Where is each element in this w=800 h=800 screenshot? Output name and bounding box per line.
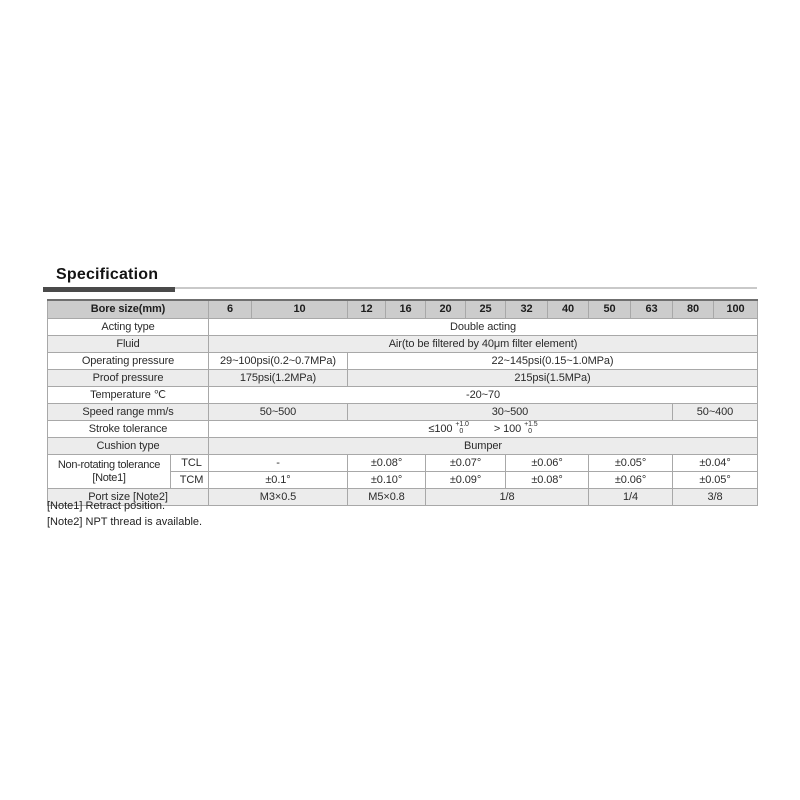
port-size-row: Port size [Note2] M3×0.5 M5×0.8 1/8 1/4 … — [47, 488, 758, 506]
tcl-value-80-100: ±0.04° — [672, 454, 758, 472]
non-rotating-label-line2: [Note1] — [92, 471, 126, 484]
speed-range-small-bore: 50~500 — [208, 403, 348, 421]
bore-column-16: 16 — [385, 299, 426, 319]
operating-pressure-small-bore: 29~100psi(0.2~0.7MPa) — [208, 352, 348, 370]
speed-range-large-bore: 50~400 — [672, 403, 758, 421]
port-size-12-16: M5×0.8 — [347, 488, 426, 506]
stroke-le-tolerance-stack: +1.0 0 — [455, 421, 469, 436]
acting-type-value: Double acting — [208, 318, 758, 336]
cushion-type-value: Bumper — [208, 437, 758, 455]
stroke-gt-text: > 100 — [493, 422, 522, 435]
bore-column-12: 12 — [347, 299, 386, 319]
non-rotating-label-line1: Non-rotating tolerance — [57, 458, 161, 471]
stroke-tolerance-gt: > 100 +1.5 0 — [494, 422, 538, 436]
stroke-tolerance-value: ≤100 +1.0 0 > 100 +1.5 0 — [208, 420, 758, 438]
proof-pressure-large-bore: 215psi(1.5MPa) — [347, 369, 758, 387]
tcl-value-12-16: ±0.08° — [347, 454, 426, 472]
stroke-tolerance-label: Stroke tolerance — [47, 420, 209, 438]
stroke-gt-sub: 0 — [528, 428, 532, 435]
title-underline-bar — [43, 287, 175, 292]
tcl-value-20-25: ±0.07° — [425, 454, 506, 472]
tcm-value-32-40: ±0.08° — [505, 471, 589, 489]
proof-pressure-row: Proof pressure 175psi(1.2MPa) 215psi(1.5… — [47, 369, 758, 387]
bore-column-32: 32 — [505, 299, 548, 319]
temperature-label: Temperature ℃ — [47, 386, 209, 404]
bore-column-10: 10 — [251, 299, 348, 319]
tcl-sublabel: TCL — [170, 454, 209, 472]
footnotes: [Note1] Retract position. [Note2] NPT th… — [47, 499, 202, 530]
stroke-le-sub: 0 — [459, 428, 464, 435]
port-size-20-40: 1/8 — [425, 488, 589, 506]
speed-range-label: Speed range mm/s — [47, 403, 209, 421]
bore-column-40: 40 — [547, 299, 589, 319]
tcm-sublabel: TCM — [170, 471, 209, 489]
proof-pressure-small-bore: 175psi(1.2MPa) — [208, 369, 348, 387]
acting-type-row: Acting type Double acting — [47, 318, 758, 336]
table-header-row: Bore size(mm) 6 10 12 16 20 25 32 40 50 … — [47, 299, 758, 319]
stroke-tolerance-le: ≤100 +1.0 0 — [428, 421, 469, 436]
temperature-value: -20~70 — [208, 386, 758, 404]
stroke-gt-sup: +1.5 — [524, 421, 538, 429]
operating-pressure-large-bore: 22~145psi(0.15~1.0MPa) — [347, 352, 758, 370]
port-size-80-100: 3/8 — [672, 488, 758, 506]
port-size-6-10: M3×0.5 — [208, 488, 348, 506]
tcm-value-12-16: ±0.10° — [347, 471, 426, 489]
fluid-value: Air(to be filtered by 40μm filter elemen… — [208, 335, 758, 353]
tcm-value-80-100: ±0.05° — [672, 471, 758, 489]
proof-pressure-label: Proof pressure — [47, 369, 209, 387]
bore-column-6: 6 — [208, 299, 252, 319]
port-size-50-63: 1/4 — [588, 488, 673, 506]
acting-type-label: Acting type — [47, 318, 209, 336]
non-rotating-tcl-row: Non-rotating tolerance [Note1] TCL - ±0.… — [47, 454, 758, 489]
stroke-le-sup: +1.0 — [455, 421, 469, 429]
fluid-row: Fluid Air(to be filtered by 40μm filter … — [47, 335, 758, 353]
footnote-2: [Note2] NPT thread is available. — [47, 515, 203, 528]
bore-column-20: 20 — [425, 299, 466, 319]
tcm-value-20-25: ±0.09° — [425, 471, 506, 489]
fluid-label: Fluid — [47, 335, 209, 353]
specification-table: Bore size(mm) 6 10 12 16 20 25 32 40 50 … — [47, 299, 758, 506]
cushion-type-label: Cushion type — [47, 437, 209, 455]
bore-column-63: 63 — [630, 299, 673, 319]
bore-column-80: 80 — [672, 299, 714, 319]
tcl-value-32-40: ±0.06° — [505, 454, 589, 472]
stroke-tolerance-row: Stroke tolerance ≤100 +1.0 0 > 100 +1.5 … — [47, 420, 758, 438]
tcm-value-6-10: ±0.1° — [208, 471, 348, 489]
stroke-gt-tolerance-stack: +1.5 0 — [524, 421, 538, 436]
title-underline — [43, 287, 757, 293]
page-title: Specification — [56, 266, 159, 283]
non-rotating-tcm-row: TCM ±0.1° ±0.10° ±0.09° ±0.08° ±0.06° ±0… — [48, 471, 758, 489]
bore-column-100: 100 — [713, 299, 758, 319]
operating-pressure-label: Operating pressure — [47, 352, 209, 370]
footnote-1: [Note1] Retract position. — [47, 500, 166, 512]
cushion-type-row: Cushion type Bumper — [47, 437, 758, 455]
bore-size-header: Bore size(mm) — [47, 299, 209, 319]
stroke-le-text: ≤100 — [428, 422, 453, 435]
non-rotating-tolerance-label: Non-rotating tolerance [Note1] — [47, 454, 171, 489]
port-size-label: Port size [Note2] — [47, 488, 209, 506]
tcl-value-50-63: ±0.05° — [588, 454, 673, 472]
tcm-value-50-63: ±0.06° — [588, 471, 673, 489]
temperature-row: Temperature ℃ -20~70 — [47, 386, 758, 404]
bore-column-50: 50 — [588, 299, 631, 319]
speed-range-mid-bore: 30~500 — [347, 403, 673, 421]
tcl-value-6-10: - — [208, 454, 348, 472]
bore-column-25: 25 — [465, 299, 506, 319]
title-underline-line — [175, 287, 757, 289]
speed-range-row: Speed range mm/s 50~500 30~500 50~400 — [47, 403, 758, 421]
operating-pressure-row: Operating pressure 29~100psi(0.2~0.7MPa)… — [47, 352, 758, 370]
